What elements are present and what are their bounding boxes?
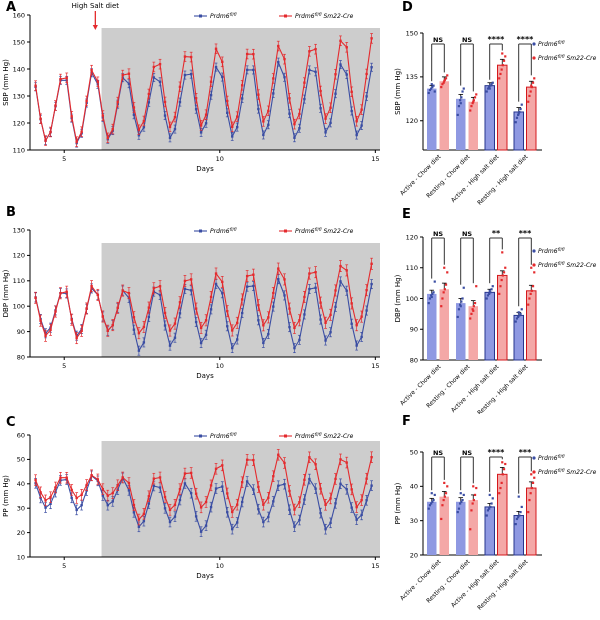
svg-text:Prdm6fl/fl: Prdm6fl/fl xyxy=(210,227,237,235)
panel-f: F 20 30 40 50 PP (mm Hg) Active - Chow diet Re… xyxy=(390,414,600,620)
panel-b: B 80 90 100 110 120 130 5 10 15 Days DBP (mm Hg) Pr… xyxy=(0,205,390,415)
svg-text:20: 20 xyxy=(410,551,418,559)
svg-text:10: 10 xyxy=(216,155,224,163)
svg-text:Prdm6fl/fl: Prdm6fl/fl xyxy=(538,40,565,48)
svg-text:Prdm6fl/fl: Prdm6fl/fl xyxy=(210,432,237,440)
svg-text:80: 80 xyxy=(17,353,25,361)
panel-c-pp-line-chart: 10 20 30 40 50 60 5 10 15 Days PP (mm Hg) Prdm6fl/f… xyxy=(2,431,381,580)
svg-text:Resting - High salt diet: Resting - High salt diet xyxy=(476,558,530,612)
panel-a: A 110 120 130 140 150 160 5 10 15 Days SBP (mm Hg)… xyxy=(0,0,390,205)
svg-text:110: 110 xyxy=(13,277,25,285)
svg-text:***: *** xyxy=(519,448,532,457)
svg-text:130: 130 xyxy=(13,92,25,100)
panel-f-label: F xyxy=(402,414,411,429)
svg-text:120: 120 xyxy=(406,117,418,125)
svg-text:Prdm6fl/fl Sm22-Cre: Prdm6fl/fl Sm22-Cre xyxy=(295,227,354,235)
svg-text:DBP (mm Hg): DBP (mm Hg) xyxy=(2,269,10,317)
svg-text:50: 50 xyxy=(410,448,418,456)
svg-text:10: 10 xyxy=(216,562,224,570)
svg-text:135: 135 xyxy=(406,73,418,81)
svg-text:****: **** xyxy=(488,448,506,457)
svg-text:NS: NS xyxy=(433,230,443,238)
panel-c: C 10 20 30 40 50 60 5 10 15 Days PP (mm Hg) Prdm6fl… xyxy=(0,415,390,620)
panel-b-dbp-line-chart: 80 90 100 110 120 130 5 10 15 Days DBP (mm Hg) Prdm… xyxy=(2,226,381,380)
panel-d-label: D xyxy=(402,0,413,15)
svg-text:Prdm6fl/fl: Prdm6fl/fl xyxy=(210,12,237,20)
svg-text:Prdm6fl/fl Sm22-Cre: Prdm6fl/fl Sm22-Cre xyxy=(538,54,597,62)
svg-text:***: *** xyxy=(519,229,532,238)
svg-text:Resting - High salt diet: Resting - High salt diet xyxy=(476,153,530,207)
svg-text:NS: NS xyxy=(433,36,443,44)
svg-text:SBP (mm Hg): SBP (mm Hg) xyxy=(2,59,10,106)
svg-text:150: 150 xyxy=(406,29,418,37)
svg-text:Prdm6fl/fl Sm22-Cre: Prdm6fl/fl Sm22-Cre xyxy=(538,261,597,269)
svg-text:40: 40 xyxy=(17,480,25,488)
svg-text:NS: NS xyxy=(462,230,472,238)
svg-text:15: 15 xyxy=(371,155,379,163)
panel-e: E 80 90 100 110 120 DBP (mm Hg) Active - Chow … xyxy=(390,207,600,414)
svg-text:100: 100 xyxy=(13,303,25,311)
svg-text:****: **** xyxy=(488,35,506,44)
svg-text:50: 50 xyxy=(17,456,25,464)
svg-text:NS: NS xyxy=(462,36,472,44)
svg-text:100: 100 xyxy=(406,295,418,303)
svg-text:Active - High salt diet: Active - High salt diet xyxy=(450,558,501,609)
svg-text:NS: NS xyxy=(462,449,472,457)
panel-d: D 120 135 150 SBP (mm Hg) Active - Chow diet… xyxy=(390,0,600,207)
svg-text:****: **** xyxy=(517,35,535,44)
svg-text:40: 40 xyxy=(410,483,418,491)
svg-text:Prdm6fl/fl Sm22-Cre: Prdm6fl/fl Sm22-Cre xyxy=(295,432,354,440)
svg-text:30: 30 xyxy=(410,517,418,525)
svg-text:Prdm6fl/fl: Prdm6fl/fl xyxy=(538,454,565,462)
svg-text:90: 90 xyxy=(410,326,418,334)
svg-text:160: 160 xyxy=(13,11,25,19)
svg-text:10: 10 xyxy=(216,362,224,370)
svg-text:150: 150 xyxy=(13,38,25,46)
svg-text:120: 120 xyxy=(13,252,25,260)
svg-text:110: 110 xyxy=(406,264,418,272)
panel-a-label: A xyxy=(6,0,17,15)
svg-text:5: 5 xyxy=(62,562,66,570)
svg-text:Active - High salt diet: Active - High salt diet xyxy=(450,363,501,414)
svg-text:SBP (mm Hg): SBP (mm Hg) xyxy=(394,68,402,115)
svg-text:Prdm6fl/fl: Prdm6fl/fl xyxy=(538,247,565,255)
svg-text:120: 120 xyxy=(13,119,25,127)
panel-b-label: B xyxy=(6,205,16,220)
panel-e-label: E xyxy=(402,207,411,222)
svg-text:PP (mm Hg): PP (mm Hg) xyxy=(2,475,10,517)
svg-text:Prdm6fl/fl Sm22-Cre: Prdm6fl/fl Sm22-Cre xyxy=(295,12,354,20)
svg-text:Days: Days xyxy=(196,372,214,380)
svg-text:60: 60 xyxy=(17,431,25,439)
svg-text:20: 20 xyxy=(17,529,25,537)
svg-text:Days: Days xyxy=(196,165,214,173)
svg-text:10: 10 xyxy=(17,553,25,561)
svg-text:Days: Days xyxy=(196,572,214,580)
svg-text:15: 15 xyxy=(371,562,379,570)
svg-text:**: ** xyxy=(492,229,501,238)
svg-text:130: 130 xyxy=(13,226,25,234)
svg-text:120: 120 xyxy=(406,233,418,241)
svg-text:DBP (mm Hg): DBP (mm Hg) xyxy=(394,274,402,322)
svg-text:5: 5 xyxy=(62,155,66,163)
svg-text:140: 140 xyxy=(13,65,25,73)
svg-text:PP (mm Hg): PP (mm Hg) xyxy=(394,482,402,524)
svg-text:NS: NS xyxy=(433,449,443,457)
svg-text:High Salt diet: High Salt diet xyxy=(72,2,120,10)
svg-text:30: 30 xyxy=(17,505,25,513)
svg-text:110: 110 xyxy=(13,146,25,154)
svg-text:Prdm6fl/fl Sm22-Cre: Prdm6fl/fl Sm22-Cre xyxy=(538,468,597,476)
svg-text:5: 5 xyxy=(62,362,66,370)
panel-c-label: C xyxy=(6,415,16,430)
svg-text:15: 15 xyxy=(371,362,379,370)
svg-text:Resting - High salt diet: Resting - High salt diet xyxy=(476,363,530,414)
panel-a-sbp-line-chart: 110 120 130 140 150 160 5 10 15 Days SBP (mm Hg) Hi… xyxy=(2,2,381,173)
svg-text:90: 90 xyxy=(17,328,25,336)
svg-text:80: 80 xyxy=(410,356,418,364)
svg-text:Active - High salt diet: Active - High salt diet xyxy=(450,153,501,204)
